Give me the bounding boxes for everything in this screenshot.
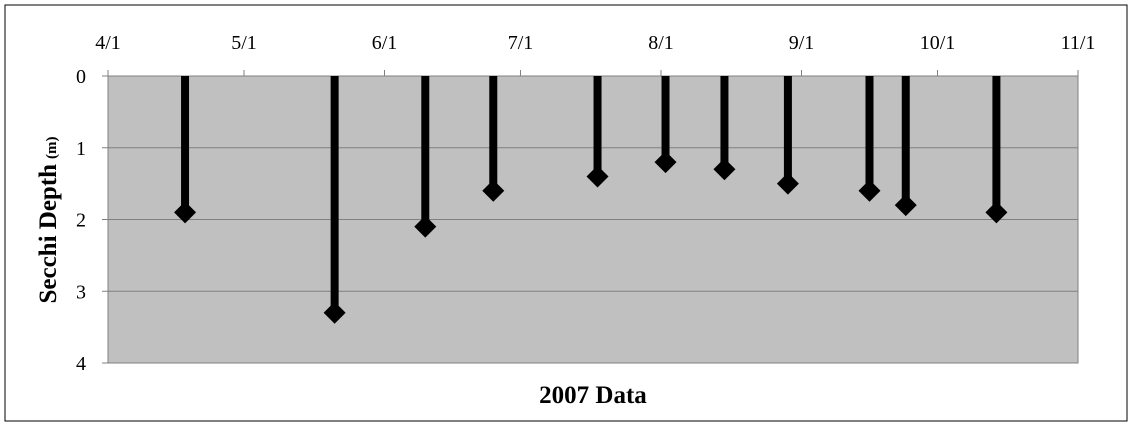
data-point-marker xyxy=(482,179,505,202)
data-point-marker xyxy=(985,201,1008,224)
data-point-marker xyxy=(323,301,346,324)
data-point-marker xyxy=(858,179,881,202)
y-tick-label: 3 xyxy=(76,281,86,303)
data-point-marker xyxy=(894,194,917,217)
y-tick-label: 0 xyxy=(76,66,86,88)
tick-labels: 0 1 2 3 4 4/1 5/1 6/1 7/1 8/1 9/1 10/1 11/1 xyxy=(76,32,1095,375)
y-tick-label: 4 xyxy=(76,353,86,375)
y-tick-label: 2 xyxy=(76,210,86,232)
x-tick-label: 9/1 xyxy=(789,32,815,54)
gridlines xyxy=(108,147,1078,292)
x-tick-label: 5/1 xyxy=(231,32,257,54)
data-point-marker xyxy=(776,172,799,195)
x-tick-label: 11/1 xyxy=(1061,32,1096,54)
y-axis-title-main: Secchi Depth xyxy=(35,164,62,304)
data-points xyxy=(174,151,1008,324)
axes xyxy=(102,70,1079,364)
x-axis-title: 2007 Data xyxy=(539,382,647,409)
y-tick-label: 1 xyxy=(76,138,86,160)
y-axis-title: Secchi Depth (m) xyxy=(35,136,62,303)
y-axis-title-unit: (m) xyxy=(44,136,60,159)
data-point-marker xyxy=(414,215,437,238)
data-point-marker xyxy=(654,151,677,174)
x-tick-label: 4/1 xyxy=(95,32,121,54)
x-tick-label: 8/1 xyxy=(648,32,674,54)
x-tick-label: 7/1 xyxy=(508,32,534,54)
data-point-marker xyxy=(586,165,609,188)
drop-lines xyxy=(181,76,1001,313)
x-tick-label: 6/1 xyxy=(372,32,398,54)
data-point-marker xyxy=(713,158,736,181)
data-point-marker xyxy=(174,201,197,224)
x-tick-label: 10/1 xyxy=(920,32,956,54)
